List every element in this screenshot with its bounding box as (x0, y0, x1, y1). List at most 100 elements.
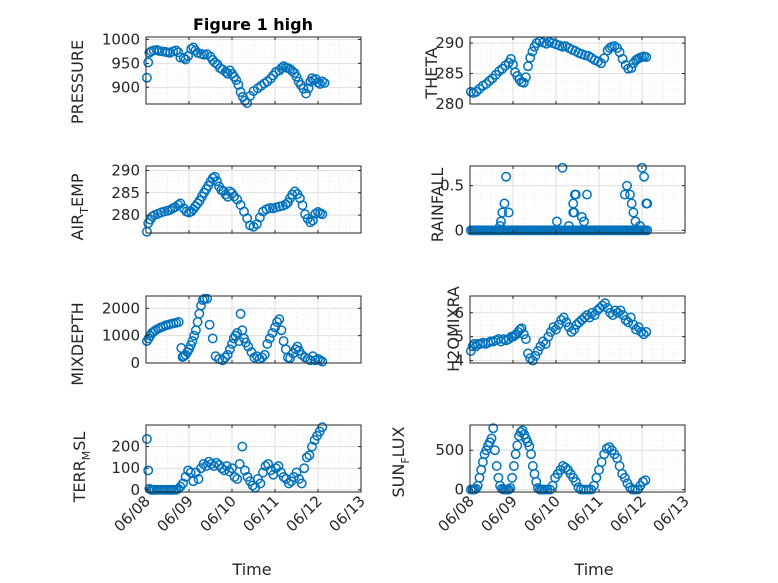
x-axis-label-right: Time (573, 560, 613, 579)
data-point (235, 308, 246, 319)
data-series (465, 162, 653, 236)
data-point (569, 324, 580, 335)
data-point (507, 472, 518, 483)
data-point (561, 317, 572, 328)
y-tick-label: 100 (111, 459, 140, 477)
data-point (315, 355, 326, 366)
data-point (231, 75, 242, 86)
y-tick-label: 200 (111, 438, 140, 456)
data-point (255, 478, 266, 489)
data-point (491, 461, 502, 471)
data-point (570, 189, 581, 200)
data-point (558, 312, 569, 323)
y-tick-label: 900 (111, 78, 140, 96)
data-point (628, 319, 639, 330)
data-point (276, 325, 287, 336)
data-point (525, 52, 536, 63)
data-point (187, 336, 198, 347)
data-point (178, 478, 188, 489)
data-point (495, 220, 506, 231)
y-tick-label: 0 (130, 481, 140, 499)
data-point (319, 77, 330, 88)
y-tick-label: 4 (454, 352, 464, 370)
y-tick-label: 0 (454, 481, 464, 499)
data-point (304, 450, 315, 461)
data-point (291, 71, 302, 82)
data-point (175, 198, 186, 209)
data-point (531, 476, 542, 487)
data-point (259, 349, 270, 360)
data-point (508, 461, 519, 471)
data-point (557, 162, 568, 173)
data-point (263, 458, 274, 469)
data-point (175, 481, 186, 492)
data-point (527, 355, 538, 366)
data-point (494, 66, 505, 77)
data-point (503, 207, 514, 218)
data-point (619, 189, 630, 200)
data-point (173, 47, 184, 58)
data-point (526, 449, 537, 460)
data-point (315, 78, 326, 89)
y-axis-label-mixdepth: MIXDEPTH (68, 302, 87, 385)
data-point (532, 346, 543, 356)
data-point (551, 216, 562, 227)
data-series (465, 298, 652, 366)
y-tick-label: 6 (454, 304, 464, 322)
y-tick-label: 290 (111, 161, 140, 179)
data-point (484, 75, 495, 86)
data-series (141, 42, 330, 108)
data-point (582, 189, 592, 200)
y-axis-label-sun-flux: SUNFLUX (389, 426, 412, 497)
data-point (634, 220, 645, 231)
data-point (599, 449, 610, 460)
data-point (317, 76, 328, 87)
data-point (239, 465, 250, 476)
y-tick-label: 500 (435, 441, 464, 459)
panel-mixdepth: MIXDEPTH 0 1000 2000 (68, 293, 362, 386)
data-point (220, 66, 231, 77)
data-point (600, 298, 610, 309)
data-point (518, 329, 529, 340)
data-point (481, 78, 492, 89)
data-series (141, 293, 328, 367)
axes-box (145, 424, 362, 493)
plot-area (145, 37, 362, 104)
data-point (264, 333, 275, 344)
data-point (307, 215, 318, 226)
data-point (622, 180, 632, 191)
y-tick-label: 0 (454, 221, 464, 239)
data-point (497, 63, 508, 74)
data-point (227, 463, 237, 474)
data-point (505, 53, 516, 64)
figure-title: Figure 1 high (193, 15, 313, 34)
data-point (642, 198, 653, 209)
data-point (254, 212, 265, 223)
data-point (520, 72, 531, 83)
data-point (211, 176, 222, 187)
data-point (289, 186, 300, 197)
data-point (224, 344, 235, 355)
data-point (298, 83, 309, 94)
data-point (535, 341, 546, 352)
data-point (566, 326, 577, 337)
data-point (607, 310, 618, 321)
data-point (204, 319, 215, 330)
data-point (612, 307, 623, 318)
data-point (587, 307, 598, 318)
y-axis-label-pressure: PRESSURE (68, 40, 87, 124)
data-point (560, 462, 571, 473)
data-point (274, 314, 285, 325)
data-point (599, 53, 610, 64)
panel-theta: THETA 280 285 290 (422, 34, 686, 113)
data-point (232, 474, 243, 484)
axes-box (469, 165, 686, 234)
data-point (193, 474, 204, 484)
axes-box (469, 36, 686, 105)
data-point (211, 457, 222, 468)
data-point (551, 324, 561, 335)
axes-box (469, 424, 686, 493)
data-point (307, 441, 317, 452)
y-tick-label: 280 (111, 206, 140, 224)
